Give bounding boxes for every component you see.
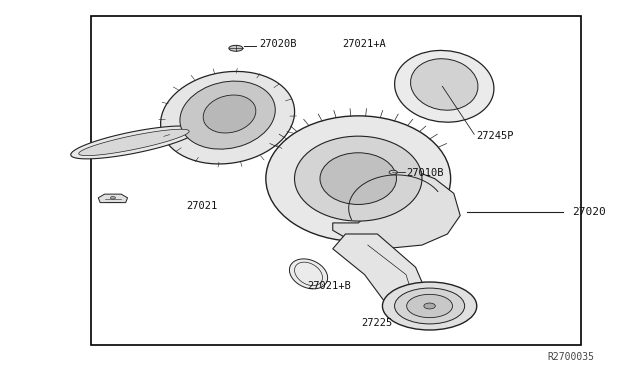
Ellipse shape [410,59,478,110]
Ellipse shape [406,294,452,318]
Text: 27021+A: 27021+A [342,39,386,49]
Ellipse shape [394,288,465,324]
Ellipse shape [320,153,396,205]
Text: 27225: 27225 [362,318,393,328]
PathPatch shape [333,171,460,249]
PathPatch shape [333,234,428,308]
Ellipse shape [389,170,397,174]
Ellipse shape [424,303,435,309]
Ellipse shape [383,282,477,330]
Text: R2700035: R2700035 [547,352,594,362]
Text: 27020: 27020 [572,207,605,217]
PathPatch shape [99,194,127,203]
Ellipse shape [229,45,243,51]
Ellipse shape [180,81,275,149]
Bar [91,16,581,345]
Text: 27245P: 27245P [476,131,514,141]
Ellipse shape [203,95,256,133]
Text: 27021+B: 27021+B [308,282,351,291]
Ellipse shape [110,196,115,199]
Polygon shape [289,259,328,289]
Ellipse shape [266,116,451,241]
Text: 27020B: 27020B [259,39,297,49]
Ellipse shape [161,71,294,164]
Ellipse shape [294,136,422,221]
Text: 27021: 27021 [186,201,218,211]
Text: 27010B: 27010B [406,168,444,178]
Ellipse shape [395,51,494,122]
Polygon shape [79,129,189,155]
Polygon shape [71,126,197,159]
